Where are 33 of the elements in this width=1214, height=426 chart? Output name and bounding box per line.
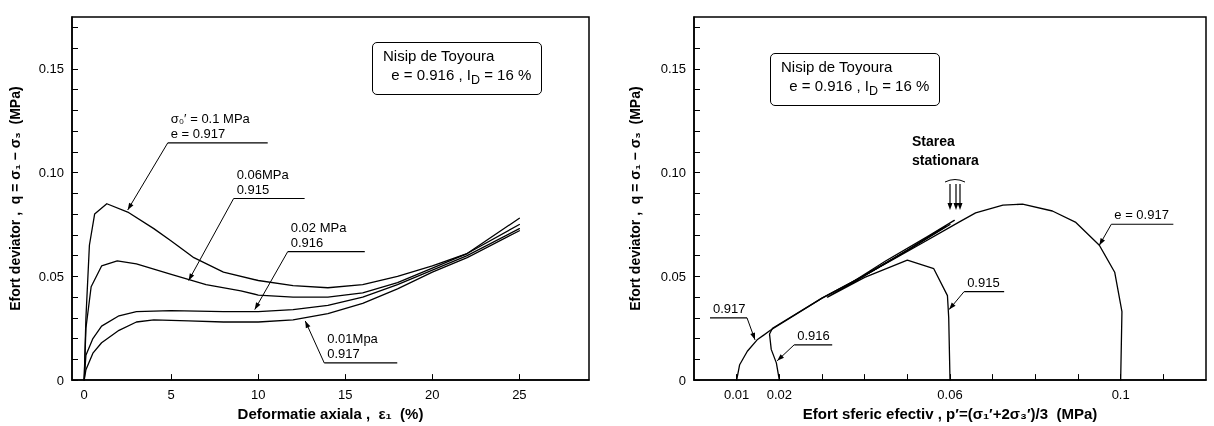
y-axis-title: Efort deviator , q = σ₁ − σ₃ (MPa) <box>7 86 23 311</box>
x-tick-label: 10 <box>251 387 266 403</box>
annotation: 0.917 <box>713 300 746 316</box>
x-tick-label: 25 <box>512 387 527 403</box>
annotation: 0.01Mpa 0.917 <box>327 330 378 361</box>
y-axis-title: Efort deviator , q = σ₁ − σ₃ (MPa) <box>627 86 643 311</box>
annotation: 0.06MPa 0.915 <box>236 166 289 197</box>
annotation: Starea stationara <box>912 132 979 170</box>
x-tick-label: 0.1 <box>1111 387 1130 403</box>
annotation: σ₀′ = 0.1 MPa e = 0.917 <box>170 110 250 141</box>
x-tick-label: 0 <box>80 387 88 403</box>
x-tick-label: 0.02 <box>766 387 792 403</box>
y-tick-label: 0 <box>56 372 64 388</box>
annotation: e = 0.917 <box>1114 207 1169 223</box>
y-tick-label: 0 <box>678 372 686 388</box>
x-axis-title: Deformatie axiala , ε₁ (%) <box>237 405 424 422</box>
x-tick-label: 5 <box>167 387 175 403</box>
x-tick-label: 15 <box>338 387 353 403</box>
annotation: 0.02 MPa 0.916 <box>290 219 347 250</box>
x-tick-label: 0.01 <box>724 387 750 403</box>
annotation: 0.915 <box>967 274 1000 290</box>
annotation: Nisip de Toyoura e = 0.916 , I$_{D}$ = 16 % <box>372 42 543 95</box>
x-axis-title: Efort sferic efectiv , p′=(σ₁′+2σ₃′)/3 (MPa) <box>802 405 1098 422</box>
annotation: 0.916 <box>797 327 830 343</box>
x-tick-label: 20 <box>425 387 440 403</box>
y-tick-label: 0.10 <box>660 165 686 181</box>
x-tick-label: 0.06 <box>937 387 963 403</box>
y-tick-label: 0.10 <box>38 165 64 181</box>
y-tick-label: 0.15 <box>660 61 686 77</box>
annotation: Nisip de Toyoura e = 0.916 , I$_{D}$ = 16 % <box>770 53 941 106</box>
y-tick-label: 0.15 <box>38 61 64 77</box>
y-tick-label: 0.05 <box>38 268 64 284</box>
y-tick-label: 0.05 <box>660 268 686 284</box>
